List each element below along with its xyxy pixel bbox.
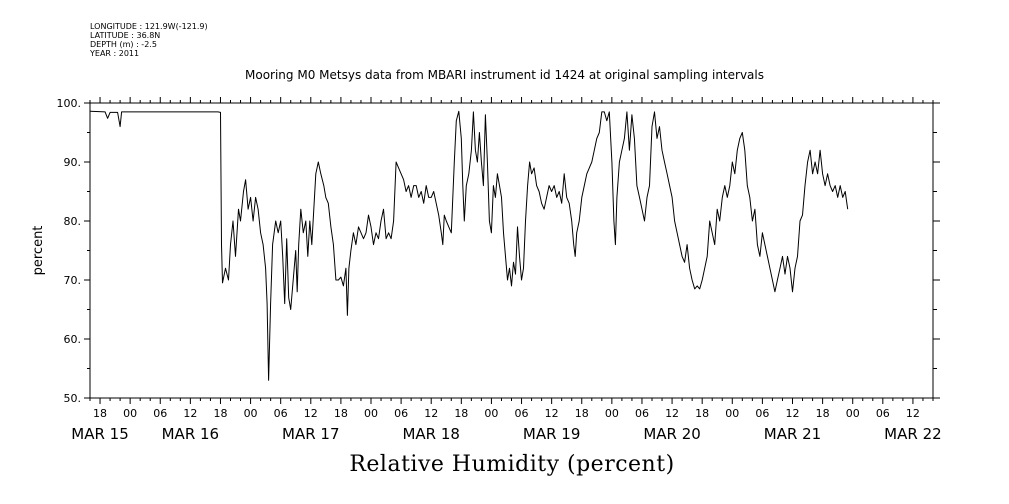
y-tick-label: 100.	[57, 97, 82, 110]
x-hour-label: 18	[334, 407, 348, 420]
x-day-label: MAR 15	[71, 425, 128, 443]
x-axis-label: Relative Humidity (percent)	[349, 452, 675, 477]
x-hour-label: 00	[364, 407, 378, 420]
latitude-text: LATITUDE : 36.8N	[90, 31, 161, 40]
x-day-label: MAR 22	[884, 425, 941, 443]
year-text: YEAR : 2011	[90, 49, 140, 58]
x-hour-label: 00	[605, 407, 619, 420]
x-hour-label: 06	[755, 407, 769, 420]
x-hour-label: 06	[153, 407, 167, 420]
humidity-series-line	[89, 110, 849, 381]
x-hour-label: 06	[876, 407, 890, 420]
x-hour-label: 00	[484, 407, 498, 420]
x-hour-label: 00	[123, 407, 137, 420]
x-hour-label: 12	[545, 407, 559, 420]
x-hour-label: 00	[244, 407, 258, 420]
x-day-label: MAR 16	[162, 425, 219, 443]
x-hour-label: 06	[394, 407, 408, 420]
station-metadata: LONGITUDE : 121.9W(-121.9) LATITUDE : 36…	[90, 22, 208, 58]
x-hour-label: 12	[183, 407, 197, 420]
x-hour-label: 06	[515, 407, 529, 420]
x-hour-label: 18	[816, 407, 830, 420]
x-day-label: MAR 20	[643, 425, 700, 443]
x-day-label: MAR 19	[523, 425, 580, 443]
x-hour-label: 00	[725, 407, 739, 420]
y-tick-label: 90.	[64, 156, 82, 169]
x-hour-label: 18	[454, 407, 468, 420]
x-hour-label: 00	[846, 407, 860, 420]
chart-title: Mooring M0 Metsys data from MBARI instru…	[245, 68, 764, 82]
x-hour-label: 12	[304, 407, 318, 420]
x-hour-label: 18	[695, 407, 709, 420]
plot-frame	[89, 102, 934, 399]
y-tick-label: 70.	[64, 274, 82, 287]
y-tick-label: 50.	[64, 392, 82, 405]
x-hour-label: 18	[213, 407, 227, 420]
x-hour-label: 06	[635, 407, 649, 420]
longitude-text: LONGITUDE : 121.9W(-121.9)	[90, 22, 208, 31]
x-hour-label: 18	[575, 407, 589, 420]
y-tick-label: 60.	[64, 333, 82, 346]
x-day-label: MAR 17	[282, 425, 339, 443]
x-hour-label: 12	[424, 407, 438, 420]
x-hour-label: 12	[906, 407, 920, 420]
y-tick-label: 80.	[64, 215, 82, 228]
x-hour-label: 18	[93, 407, 107, 420]
depth-text: DEPTH (m) : -2.5	[90, 40, 157, 49]
x-hour-label: 12	[786, 407, 800, 420]
x-hour-label: 06	[274, 407, 288, 420]
x-day-label: MAR 18	[402, 425, 459, 443]
y-axis-label: percent	[31, 226, 46, 276]
x-hour-label: 12	[665, 407, 679, 420]
x-day-label: MAR 21	[764, 425, 821, 443]
